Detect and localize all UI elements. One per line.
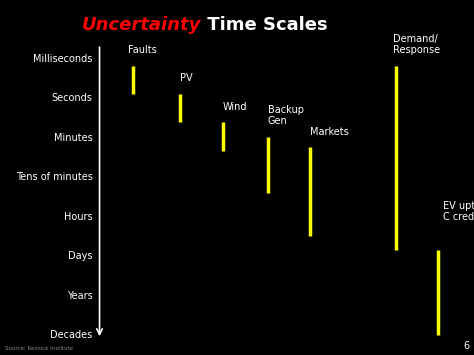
Text: Source: Resnick Institute: Source: Resnick Institute [5,346,73,351]
Text: Minutes: Minutes [54,133,92,143]
Text: Time Scales: Time Scales [201,16,328,34]
Text: Hours: Hours [64,212,92,222]
Text: Demand/
Response: Demand/ Response [393,34,440,55]
Text: Tens of minutes: Tens of minutes [16,172,92,182]
Text: Milliseconds: Milliseconds [33,54,92,64]
Text: PV: PV [180,73,193,83]
Text: Backup
Gen: Backup Gen [268,105,304,126]
Text: Uncertainty: Uncertainty [82,16,201,34]
Text: Markets: Markets [310,127,349,137]
Text: Days: Days [68,251,92,261]
Text: Decades: Decades [50,331,92,340]
Text: Years: Years [67,291,92,301]
Text: Wind: Wind [223,102,247,112]
Text: 6: 6 [463,342,469,351]
Text: Seconds: Seconds [52,93,92,103]
Text: EV uptake
C credits: EV uptake C credits [443,201,474,222]
Text: Faults: Faults [128,45,157,55]
